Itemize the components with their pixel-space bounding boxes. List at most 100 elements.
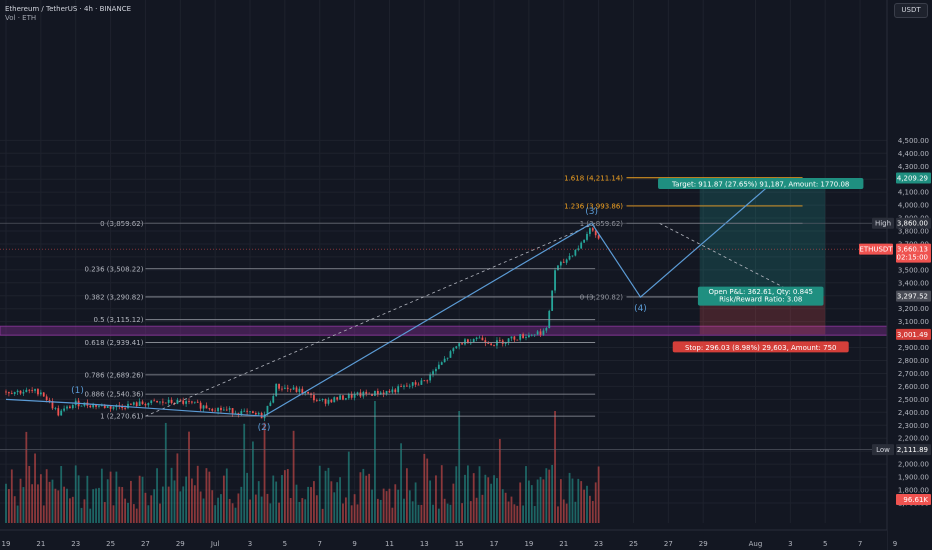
volume-bar (48, 481, 51, 523)
candle-body (405, 385, 408, 387)
volume-bar (513, 504, 516, 523)
trend-lines[interactable] (145, 222, 803, 417)
price-tick: 4,000.00 (898, 202, 929, 210)
volume-bar (5, 483, 7, 523)
volume-bar (263, 422, 266, 523)
price-tick: 3,800.00 (898, 228, 929, 236)
volume-bar (66, 488, 68, 523)
time-tick: 23 (71, 540, 80, 548)
price-axis[interactable]: 1,700.001,800.001,900.002,000.002,100.00… (886, 0, 932, 550)
candle-body (57, 408, 60, 416)
fib-extension-label: 1.236 (3,993.86) (564, 202, 623, 210)
candle-body (551, 290, 554, 311)
candle-body (458, 343, 461, 347)
volume-bar (562, 499, 565, 523)
candle-body (109, 406, 112, 409)
volume-bar (423, 453, 426, 523)
candle-body (516, 339, 519, 341)
volume-bar (342, 503, 344, 523)
high-price-tag-text: 3,860.00 (897, 220, 928, 228)
time-axis[interactable]: 19 21 23 25 27 29 Jul 3 5 7 9 11 13 15 17 19 21 23 25 27 29 A… (0, 529, 897, 550)
candle-body (182, 400, 185, 404)
candle-body (574, 249, 577, 256)
candle-body (135, 402, 138, 406)
fib-extension-label: 1.618 (4,211.14) (564, 174, 623, 182)
candle-body (347, 394, 350, 399)
low-label-text: Low (876, 446, 890, 454)
stop-label-text: Stop: 296.03 (8.98%) 29,603, Amount: 750 (685, 344, 837, 352)
candle-body (249, 411, 251, 413)
time-tick: Jul (210, 540, 220, 548)
high-label: High (872, 217, 894, 229)
volume-bar (498, 438, 501, 523)
volume-bar (574, 501, 577, 523)
volume-bar (127, 502, 129, 523)
candle-body (397, 386, 400, 393)
candle-body (112, 407, 115, 409)
symbol-title: Ethereum / TetherUS · 4h · BINANCE (5, 5, 132, 13)
volume-bar (368, 473, 371, 523)
fib-level-label: 0.5 (3,115.12) (93, 316, 143, 324)
candle-body (597, 235, 600, 239)
volume-bar (304, 499, 307, 523)
volume-bar (150, 495, 153, 523)
dashed-projection-line (659, 223, 803, 298)
volume-bar (336, 482, 339, 523)
position-target-zone[interactable] (699, 177, 826, 297)
volume-bar (408, 490, 411, 523)
candle-body (220, 407, 222, 411)
volume-bar (217, 497, 219, 523)
candle-body (426, 380, 429, 382)
candle-body (376, 390, 379, 395)
volume-bar (202, 498, 205, 523)
stop-price-tag-text: 3,001.49 (897, 331, 928, 339)
volume-bar (493, 475, 495, 523)
volume-bar (594, 482, 597, 523)
volume-bar (234, 507, 237, 523)
price-tick: 2,300.00 (898, 422, 929, 430)
candle-body (391, 389, 394, 393)
volume-bar (281, 475, 283, 523)
fib-level-label: 0.618 (2,939.41) (85, 339, 144, 347)
candle-body (382, 392, 385, 395)
entry-price-tag: 3,297.52 (896, 290, 931, 302)
volume-indicator-label: Vol · ETH (5, 14, 37, 22)
elliott-wave-path[interactable] (5, 177, 779, 417)
volume-bar (597, 466, 600, 523)
price-tick: 4,500.00 (898, 137, 929, 145)
candle-body (443, 358, 446, 363)
volume-bar (95, 488, 97, 523)
volume-bar (472, 473, 475, 523)
volume-bar (92, 489, 95, 523)
candle-body (188, 401, 190, 402)
volume-bar (37, 484, 39, 523)
candle-body (266, 405, 269, 415)
candle-body (69, 406, 71, 409)
candle-body (25, 389, 28, 393)
candle-body (19, 390, 22, 394)
candle-body (301, 388, 304, 394)
candle-body (371, 393, 373, 396)
volume-bar (435, 475, 437, 523)
volume-bar (481, 494, 484, 523)
volume-bar (34, 453, 36, 523)
volume-bar (516, 505, 519, 523)
volume-bar (205, 468, 208, 523)
candle-body (411, 382, 414, 386)
candle-body (10, 393, 13, 395)
volume-bar (269, 503, 272, 523)
time-tick: 21 (36, 540, 45, 548)
volume-bar (525, 466, 527, 523)
volume-bar (347, 451, 350, 523)
volume-bar (449, 504, 452, 523)
candle-body (330, 399, 333, 403)
volume-bar (490, 483, 493, 523)
candle-body (580, 242, 583, 249)
candle-body (31, 390, 34, 392)
volume-bar (414, 482, 417, 523)
currency-button[interactable]: USDT (894, 3, 928, 18)
volume-bar (159, 503, 161, 523)
candle-body (466, 339, 469, 344)
candle-body (394, 389, 397, 393)
